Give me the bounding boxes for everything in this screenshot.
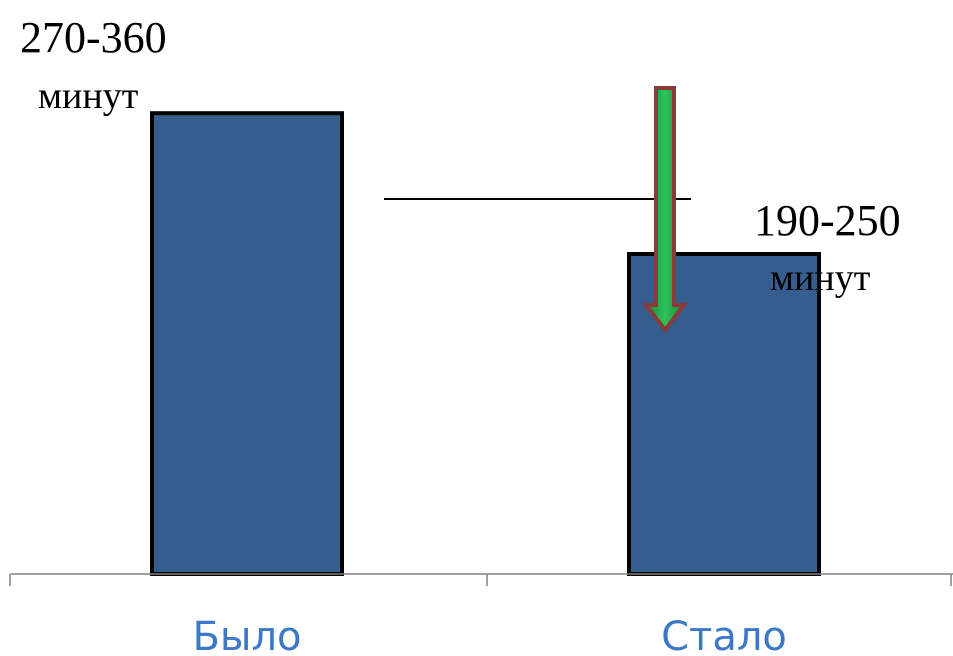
down-arrow-icon [641, 86, 689, 334]
bar-bylo [150, 111, 344, 576]
data-label-range: 270-360 [20, 13, 167, 62]
category-label: Стало [661, 614, 787, 656]
data-label-unit: минут [770, 257, 871, 299]
category-label: Было [192, 614, 301, 656]
data-label-unit: минут [38, 75, 139, 117]
data-label-range: 190-250 [754, 196, 901, 245]
